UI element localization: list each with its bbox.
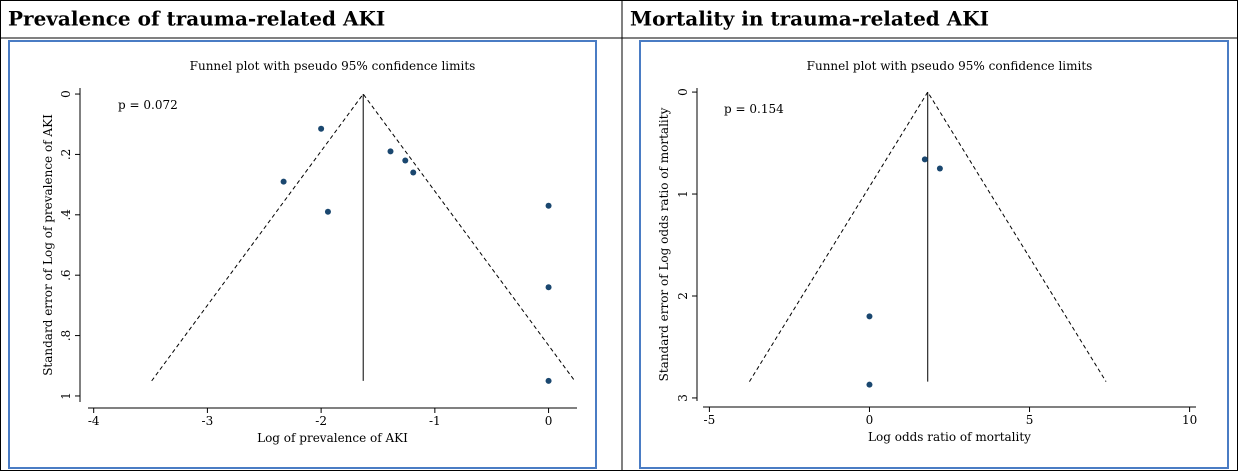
- x-tick-label: -5: [704, 413, 716, 427]
- annotation: p = 0.154: [724, 102, 784, 116]
- study-point: [545, 284, 552, 291]
- panel-heading: Mortality in trauma-related AKI: [630, 7, 989, 31]
- study-point: [387, 148, 394, 155]
- y-tick-label: 0: [59, 90, 73, 98]
- y-axis-label: Standard error of Log of prevalence of A…: [41, 114, 55, 376]
- x-tick-label: 10: [1182, 413, 1197, 427]
- y-tick-label: 2: [676, 292, 690, 300]
- y-tick-label: .8: [59, 330, 73, 341]
- panel-frame: [639, 40, 1229, 469]
- annotation: p = 0.072: [118, 98, 178, 112]
- y-tick-label: .6: [59, 269, 73, 280]
- study-point: [866, 381, 873, 388]
- study-point: [402, 157, 409, 164]
- x-tick-label: -4: [88, 414, 100, 428]
- panel-heading: Prevalence of trauma-related AKI: [8, 7, 385, 31]
- study-point: [866, 313, 873, 320]
- y-axis-label: Standard error of Log odds ratio of mort…: [657, 107, 671, 381]
- x-tick-label: -3: [202, 414, 214, 428]
- x-tick-label: 0: [545, 414, 553, 428]
- funnel-line: [748, 91, 1107, 382]
- study-point: [545, 202, 552, 209]
- x-axis-label: Log of prevalence of AKI: [257, 431, 408, 445]
- y-tick-label: 0: [676, 88, 690, 96]
- study-point: [280, 178, 287, 185]
- panel-frame: [8, 40, 597, 469]
- y-tick-label: 3: [676, 394, 690, 402]
- x-tick-label: 5: [1026, 413, 1034, 427]
- y-tick-label: 1: [59, 392, 73, 400]
- y-tick-label: .2: [59, 149, 73, 160]
- study-point: [545, 377, 552, 384]
- study-point: [318, 125, 325, 132]
- x-tick-label: -2: [315, 414, 327, 428]
- x-axis-label: Log odds ratio of mortality: [868, 430, 1031, 444]
- study-point: [324, 208, 331, 215]
- y-tick-label: .4: [59, 209, 73, 221]
- chart-title: Funnel plot with pseudo 95% confidence l…: [807, 59, 1093, 73]
- study-point: [921, 156, 928, 163]
- y-tick-label: 1: [676, 190, 690, 198]
- chart-title: Funnel plot with pseudo 95% confidence l…: [190, 59, 476, 73]
- x-tick-label: 0: [866, 413, 874, 427]
- study-point: [410, 169, 417, 176]
- study-point: [936, 165, 943, 172]
- x-tick-label: -1: [429, 414, 441, 428]
